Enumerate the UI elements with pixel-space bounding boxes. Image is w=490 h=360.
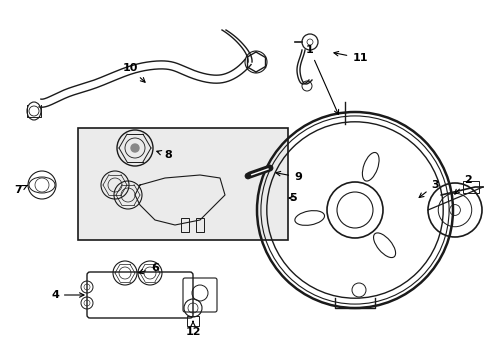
Bar: [463, 181, 479, 193]
Text: 6: 6: [139, 263, 159, 274]
Circle shape: [245, 173, 251, 179]
Text: 10: 10: [122, 63, 145, 82]
Circle shape: [131, 144, 139, 152]
Text: 4: 4: [51, 290, 84, 300]
Text: 5: 5: [289, 193, 297, 203]
Text: 8: 8: [157, 150, 172, 160]
Bar: [196, 218, 204, 232]
Text: 7: 7: [14, 185, 27, 195]
Text: 9: 9: [276, 171, 302, 182]
Text: 11: 11: [334, 51, 368, 63]
Bar: [181, 218, 189, 232]
Text: 3: 3: [419, 180, 439, 198]
Bar: [187, 316, 199, 326]
Bar: [78, 128, 288, 240]
Text: 2: 2: [455, 175, 472, 194]
Text: 12: 12: [185, 321, 201, 337]
Text: 1: 1: [306, 45, 339, 114]
